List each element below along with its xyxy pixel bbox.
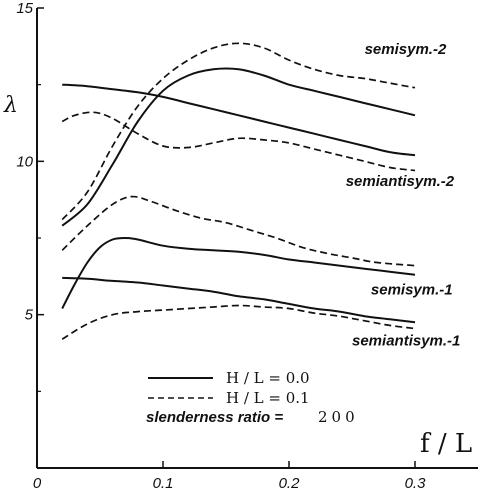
y-tick-label-2: 15 [16,0,33,17]
x-tick-label-1: 0.1 [153,475,174,491]
legend-dashed-label: H / L = 0.1 [226,389,310,407]
x-axis-label: f / L [420,429,472,459]
x-tick-label-2: 0.2 [279,475,301,491]
legend-solid-label: H / L = 0.0 [226,369,310,387]
mode-label-2: semiantisym.-2 [346,173,455,190]
series-line-6-dashed [61,111,416,172]
legend-note: slenderness ratio = [146,409,283,426]
series-line-2-solid [62,83,416,157]
x-tick-label-0: 0 [33,475,42,491]
series-line-3-solid [61,236,416,309]
series-line-7-dashed [61,195,416,267]
y-tick-label-0: 5 [25,307,34,324]
mode-label-1: semisym.-2 [365,41,447,58]
series-line-5-dashed [61,42,416,221]
curves [61,42,416,340]
mode-label-3: semisym.-1 [371,282,453,299]
mode-label-4: semiantisym.-1 [352,332,460,349]
y-tick-label-1: 10 [16,153,33,170]
x-tick-label-3: 0.3 [405,475,427,491]
axes: 0 0.1 0.2 0.3 5 10 15 λ f / L [3,0,478,491]
y-axis-label: λ [3,93,18,118]
mode-labels: semisym.-2 semiantisym.-2 semisym.-1 semian… [346,41,461,349]
legend-note-value: 200 [318,408,359,426]
legend: H / L = 0.0 H / L = 0.1 slenderness rati… [146,369,359,426]
series-line-4-solid [62,276,416,324]
series-line-1-solid [61,67,416,227]
series-line-8-dashed [61,304,416,340]
